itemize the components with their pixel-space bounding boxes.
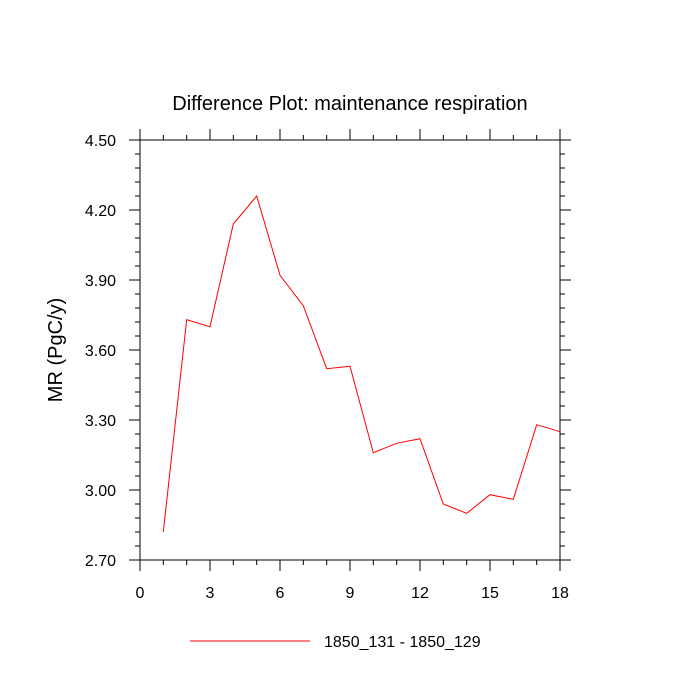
x-tick-label: 0 (136, 585, 145, 602)
x-tick-label: 6 (276, 585, 285, 602)
x-tick-label: 18 (551, 585, 569, 602)
legend: 1850_131 - 1850_129 (190, 634, 481, 651)
y-tick-label: 4.50 (85, 133, 116, 150)
axes: 0 3 6 9 12 15 18 2.70 3.00 3.30 3.60 3.90 4.20 4.50 (85, 129, 571, 602)
y-tick-label: 3.90 (85, 273, 116, 290)
x-tick-label: 9 (346, 585, 355, 602)
chart-title: Difference Plot: maintenance respiration (172, 93, 527, 115)
legend-label: 1850_131 - 1850_129 (324, 634, 481, 651)
x-tick-label: 3 (206, 585, 215, 602)
y-tick-label: 2.70 (85, 553, 116, 570)
y-axis-label: MR (PgC/y) (45, 298, 67, 402)
y-tick-label: 3.60 (85, 343, 116, 360)
x-tick-label: 15 (481, 585, 499, 602)
series-layer (162, 194, 561, 533)
y-tick-label: 3.30 (85, 413, 116, 430)
plot-frame (139, 139, 561, 561)
y-tick-label: 4.20 (85, 203, 116, 220)
series-line (162, 194, 561, 533)
y-tick-label: 3.00 (85, 483, 116, 500)
x-tick-label: 12 (411, 585, 429, 602)
